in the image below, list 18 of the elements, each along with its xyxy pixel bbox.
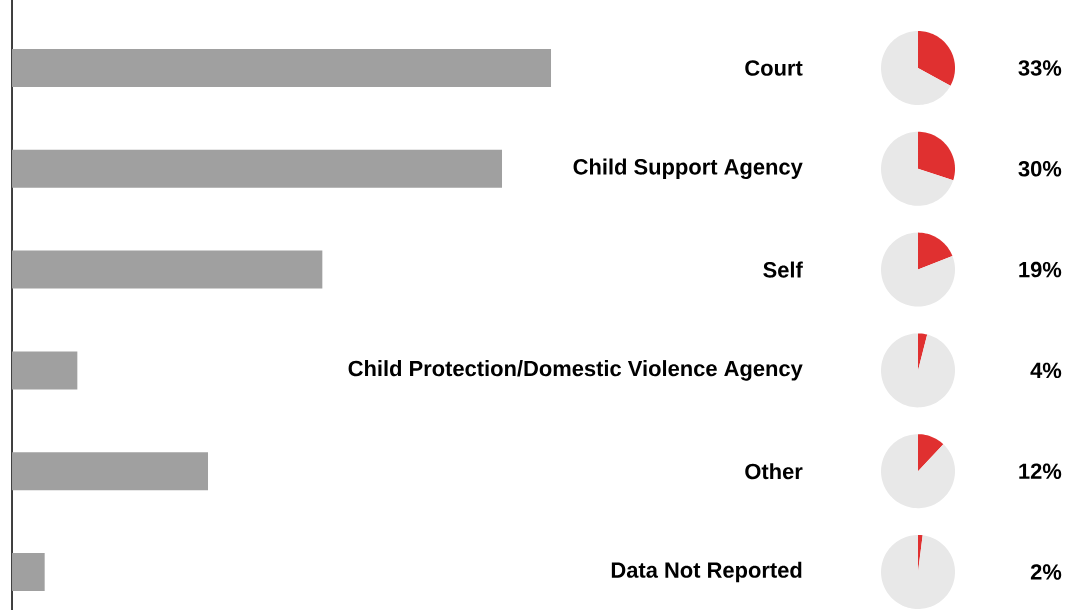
data-label: 12% [1019, 463, 1062, 479]
y-tick-label: Other [745, 463, 803, 480]
y-tick-label: Data Not Reported [611, 561, 802, 583]
bar [12, 452, 209, 491]
data-label: 2% [1030, 564, 1062, 580]
y-tick-label: Self [763, 261, 803, 278]
data-label: 19% [1019, 261, 1062, 278]
y-tick-label: Court [745, 60, 803, 76]
bar [12, 351, 78, 390]
bar [12, 48, 552, 87]
bar [12, 149, 503, 188]
data-label: 4% [1030, 362, 1062, 379]
data-label: 30% [1018, 161, 1062, 177]
bar [12, 552, 45, 591]
bar [12, 250, 323, 289]
y-tick-label: Child Protection/Domestic Violence Agency [348, 360, 803, 381]
data-label: 33% [1018, 60, 1062, 76]
y-tick-label: Child Support Agency [573, 158, 803, 180]
